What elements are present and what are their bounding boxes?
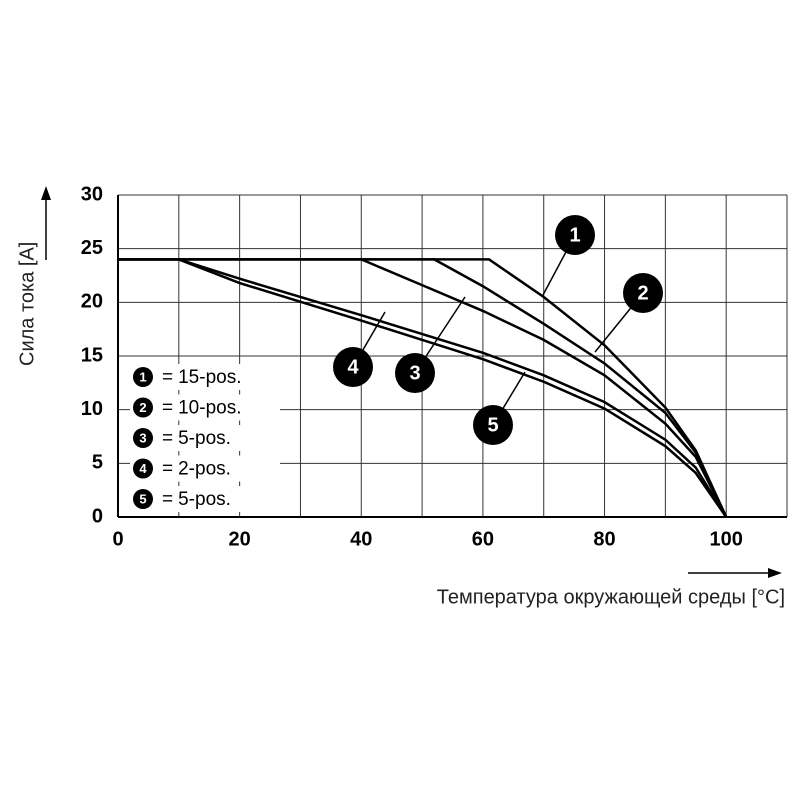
marker-badge — [333, 347, 373, 387]
legend-label: 10-pos. — [178, 398, 241, 419]
marker-number: 1 — [569, 224, 580, 246]
legend-bg — [130, 364, 280, 390]
y-tick-label: 15 — [81, 344, 103, 366]
series-line — [118, 258, 728, 518]
series-line — [118, 258, 728, 518]
x-axis-title: Температура окружающей среды [°C] — [437, 586, 785, 608]
y-tick-label: 0 — [92, 505, 103, 527]
legend-bg — [130, 455, 280, 482]
marker-badge — [133, 367, 153, 387]
marker-badge — [395, 353, 435, 393]
legend-entry: = 5-pos. — [162, 489, 231, 510]
legend-bg — [130, 394, 280, 421]
marker-number: 3 — [139, 430, 146, 445]
marker-number: 4 — [347, 356, 359, 378]
legend-bg — [130, 425, 280, 451]
marker-number: 4 — [139, 461, 147, 476]
x-tick-label: 100 — [709, 528, 742, 550]
marker-number: 1 — [139, 369, 146, 384]
legend-label: 15-pos. — [178, 367, 241, 388]
y-tick-label: 20 — [81, 291, 103, 313]
legend-label: 2-pos. — [178, 459, 231, 480]
marker-number: 5 — [487, 414, 498, 436]
series-line — [118, 258, 728, 518]
legend-separator: = — [162, 428, 173, 449]
x-tick-label: 0 — [112, 528, 123, 550]
y-tick-label: 30 — [81, 183, 103, 205]
x-tick-label: 20 — [229, 528, 251, 550]
legend-label: 5-pos. — [178, 428, 231, 449]
legend-separator: = — [162, 398, 173, 419]
legend-entry: = 15-pos. — [162, 367, 241, 388]
legend-label: 5-pos. — [178, 489, 231, 510]
x-tick-label: 40 — [350, 528, 372, 550]
marker-number: 3 — [409, 362, 420, 384]
legend-separator: = — [162, 459, 173, 480]
x-tick-label: 60 — [472, 528, 494, 550]
y-arrow-head — [41, 186, 51, 200]
y-axis-title: Сила тока [A] — [16, 242, 38, 366]
marker-badge — [473, 405, 513, 445]
y-tick-label: 5 — [92, 452, 103, 474]
legend-separator: = — [162, 489, 173, 510]
legend-bg — [130, 486, 280, 512]
marker-badge — [555, 215, 595, 255]
y-tick-label: 10 — [81, 398, 103, 420]
marker-number: 2 — [637, 282, 648, 304]
legend-entry: = 10-pos. — [162, 398, 241, 419]
marker-badge — [133, 489, 153, 509]
y-tick-label: 25 — [81, 237, 103, 259]
legend-entry: = 5-pos. — [162, 428, 231, 449]
series-line — [118, 258, 728, 518]
series-line — [118, 258, 728, 518]
marker-number: 5 — [139, 491, 146, 506]
marker-badge — [133, 458, 153, 479]
legend-separator: = — [162, 367, 173, 388]
legend-entry: = 2-pos. — [162, 459, 231, 480]
x-arrow-head — [768, 568, 782, 578]
marker-number: 2 — [139, 400, 146, 415]
marker-badge — [623, 273, 663, 313]
x-tick-label: 80 — [593, 528, 615, 550]
marker-badge — [133, 428, 153, 448]
marker-badge — [133, 397, 153, 418]
